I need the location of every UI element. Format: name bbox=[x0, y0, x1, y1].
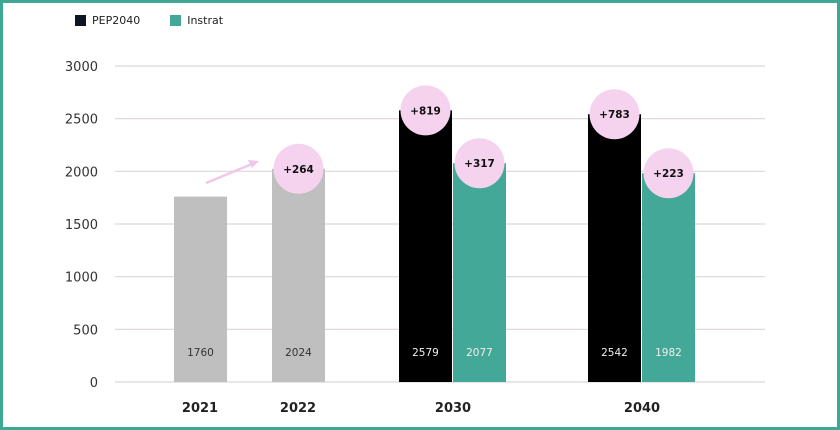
bar-2030-PEP2040 bbox=[399, 110, 452, 382]
bar-value-label: 2542 bbox=[601, 347, 628, 359]
delta-label: +317 bbox=[464, 158, 495, 170]
y-tick-label: 500 bbox=[73, 323, 98, 338]
delta-bubble bbox=[400, 85, 451, 136]
legend-item-instrat: Instrat bbox=[170, 14, 223, 27]
bar-value-label: 2579 bbox=[412, 347, 439, 359]
delta-label: +783 bbox=[599, 109, 630, 121]
delta-label: +819 bbox=[410, 105, 441, 117]
delta-label: +264 bbox=[283, 164, 314, 176]
growth-arrow bbox=[205, 162, 253, 185]
y-tick-label: 1500 bbox=[65, 218, 98, 233]
x-tick-label: 2030 bbox=[435, 401, 471, 416]
y-tick-label: 0 bbox=[90, 376, 98, 391]
delta-bubble bbox=[273, 143, 324, 194]
delta-bubble bbox=[643, 148, 694, 199]
delta-label: +223 bbox=[653, 168, 684, 180]
legend-label-instrat: Instrat bbox=[187, 14, 224, 27]
growth-arrow-head bbox=[248, 160, 259, 168]
y-tick-label: 3000 bbox=[65, 60, 98, 75]
y-tick-label: 2000 bbox=[65, 165, 98, 180]
bar-2040-PEP2040 bbox=[588, 114, 641, 382]
bar-2022-historical bbox=[272, 168, 325, 382]
legend-item-pep2040: PEP2040 bbox=[75, 14, 140, 27]
y-tick-label: 1000 bbox=[65, 271, 98, 286]
bar-2040-Instrat bbox=[642, 173, 695, 382]
legend-swatch-instrat bbox=[170, 15, 182, 26]
legend-label-pep2040: PEP2040 bbox=[92, 14, 141, 27]
bar-value-label: 2077 bbox=[466, 347, 493, 359]
legend-swatch-pep2040 bbox=[75, 15, 86, 26]
x-tick-label: 2040 bbox=[624, 401, 660, 416]
bar-value-label: 1982 bbox=[655, 347, 682, 359]
y-tick-label: 2500 bbox=[65, 113, 98, 128]
bar-value-label: 1760 bbox=[187, 347, 214, 359]
bar-value-label: 2024 bbox=[285, 347, 312, 359]
x-tick-label: 2022 bbox=[280, 401, 316, 416]
bar-2021-historical bbox=[174, 196, 227, 382]
delta-bubble bbox=[454, 138, 505, 189]
x-tick-label: 2021 bbox=[182, 401, 218, 416]
legend: PEP2040 Instrat bbox=[75, 14, 223, 27]
bar-2030-Instrat bbox=[453, 163, 506, 382]
delta-bubble bbox=[589, 89, 640, 140]
